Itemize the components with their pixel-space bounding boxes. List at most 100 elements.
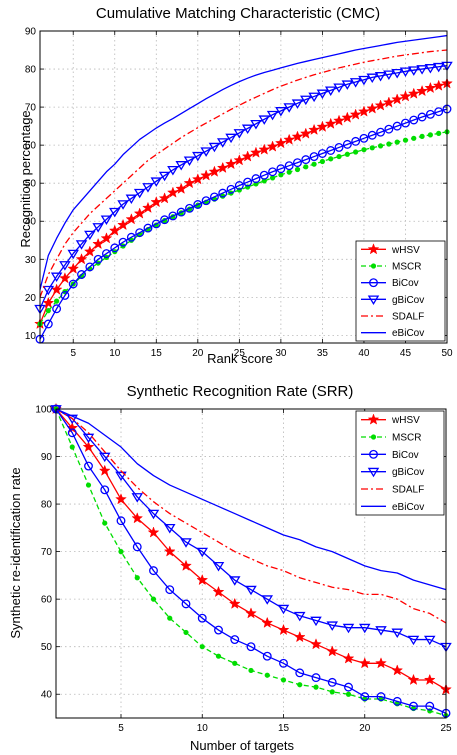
whsv-point <box>274 137 287 149</box>
whsv-point <box>341 111 354 123</box>
bicov-point <box>367 130 377 140</box>
x-axis-title: Rank score <box>207 351 273 366</box>
whsv-point <box>308 123 321 135</box>
whsv-point <box>382 96 395 108</box>
gbicov-point <box>142 183 154 193</box>
bicov-point <box>68 279 78 289</box>
bicov-point <box>309 152 319 162</box>
gbicov-point <box>358 623 371 634</box>
gbicov-point <box>225 133 237 144</box>
gbicov-point <box>266 110 279 121</box>
whsv-point <box>228 597 241 609</box>
gbicov-point <box>310 616 322 627</box>
gbicov-point <box>208 142 221 153</box>
gbicov-point <box>92 223 104 233</box>
bicov-point <box>425 701 435 711</box>
mscr-point <box>102 520 108 526</box>
x-tick-label: 15 <box>278 723 290 734</box>
mscr-point <box>248 667 254 674</box>
bicov-point <box>143 223 153 233</box>
gbicov-point <box>175 161 187 171</box>
ebicov-series-line <box>55 408 447 591</box>
whsv-point <box>117 218 129 231</box>
plot-frame <box>39 30 448 344</box>
bicov-point <box>425 109 435 119</box>
mscr-point <box>269 175 276 181</box>
whsv-point <box>147 526 160 538</box>
bicov-point <box>209 192 219 202</box>
bicov-point <box>251 174 261 184</box>
whsv-legend-marker <box>367 243 380 255</box>
whsv-point <box>191 173 204 185</box>
bicov-point <box>234 181 244 190</box>
gbicov-point <box>245 585 257 596</box>
whsv-point <box>316 120 329 132</box>
bicov-point <box>168 211 178 221</box>
whsv-point <box>375 657 387 669</box>
legend: wHSV MSCR BiCov gBiCov SDALF eBiCov <box>355 240 446 342</box>
gbicov-point <box>391 628 404 639</box>
bicov-point <box>311 673 321 683</box>
bicov-point <box>160 215 170 225</box>
whsv-point <box>333 114 345 126</box>
x-tick-label: 5 <box>70 348 76 359</box>
bicov-point <box>149 566 158 576</box>
x-tick-label: 35 <box>317 348 329 359</box>
mscr-point <box>54 298 60 304</box>
y-tick-label: 70 <box>41 547 53 558</box>
bicov-point <box>243 177 253 187</box>
gbicov-point <box>59 261 71 271</box>
mscr-point <box>286 169 292 175</box>
whsv-point <box>196 573 209 586</box>
mscr-point <box>303 164 309 170</box>
gbicov-series-line <box>55 408 447 648</box>
gbicov-point <box>424 64 437 74</box>
whsv-point <box>342 652 355 664</box>
gbicov-point <box>300 95 312 106</box>
y-tick-label: 50 <box>41 642 53 653</box>
bicov-series-line <box>55 408 447 714</box>
x-axis-title: Number of targets <box>190 738 295 753</box>
ticks: 5 10 15 20 25 40 50 60 70 80 90 100 <box>35 405 452 735</box>
srr-chart: Synthetic Recognition Rate (SRR) Number … <box>8 383 452 753</box>
gbicov-point <box>349 78 362 88</box>
bicov-point <box>151 219 161 229</box>
gbicov-point <box>432 62 445 73</box>
whsv-point <box>200 169 213 181</box>
gbicov-legend-marker <box>367 467 380 478</box>
whsv-point <box>233 154 246 166</box>
whsv-point <box>310 638 322 650</box>
mscr-point <box>345 691 352 697</box>
x-tick-label: 25 <box>440 723 452 734</box>
bicov-point <box>132 542 142 552</box>
x-tick-label: 20 <box>192 348 204 359</box>
whsv-point <box>250 146 262 158</box>
whsv-point <box>98 464 111 476</box>
gbicov-point <box>50 272 63 283</box>
mscr-point <box>278 172 284 178</box>
gbicov-point <box>326 621 339 631</box>
mscr-point <box>294 166 301 173</box>
whsv-point <box>183 176 196 189</box>
gbicov-point <box>131 493 144 503</box>
whsv-legend-marker <box>367 413 380 425</box>
plot-area <box>34 34 453 344</box>
mscr-point <box>215 653 222 659</box>
whsv-point <box>241 150 254 162</box>
y-axis-title: Synthetic re-identification rate <box>8 467 23 638</box>
gbicov-point <box>147 509 160 520</box>
gbicov-point <box>277 604 290 615</box>
bicov-point <box>293 158 302 168</box>
whsv-point <box>293 630 306 643</box>
mscr-legend-label: MSCR <box>392 262 421 273</box>
mscr-legend-marker <box>370 434 377 440</box>
mscr-point <box>69 444 75 450</box>
bicov-point <box>52 304 62 314</box>
bicov-point <box>376 692 386 702</box>
mscr-point <box>167 615 173 621</box>
bicov-point <box>434 107 444 117</box>
gbicov-point <box>408 66 420 76</box>
gbicov-point <box>333 83 345 93</box>
gbicov-point <box>212 562 225 572</box>
sdalf-legend-label: SDALF <box>392 312 424 323</box>
